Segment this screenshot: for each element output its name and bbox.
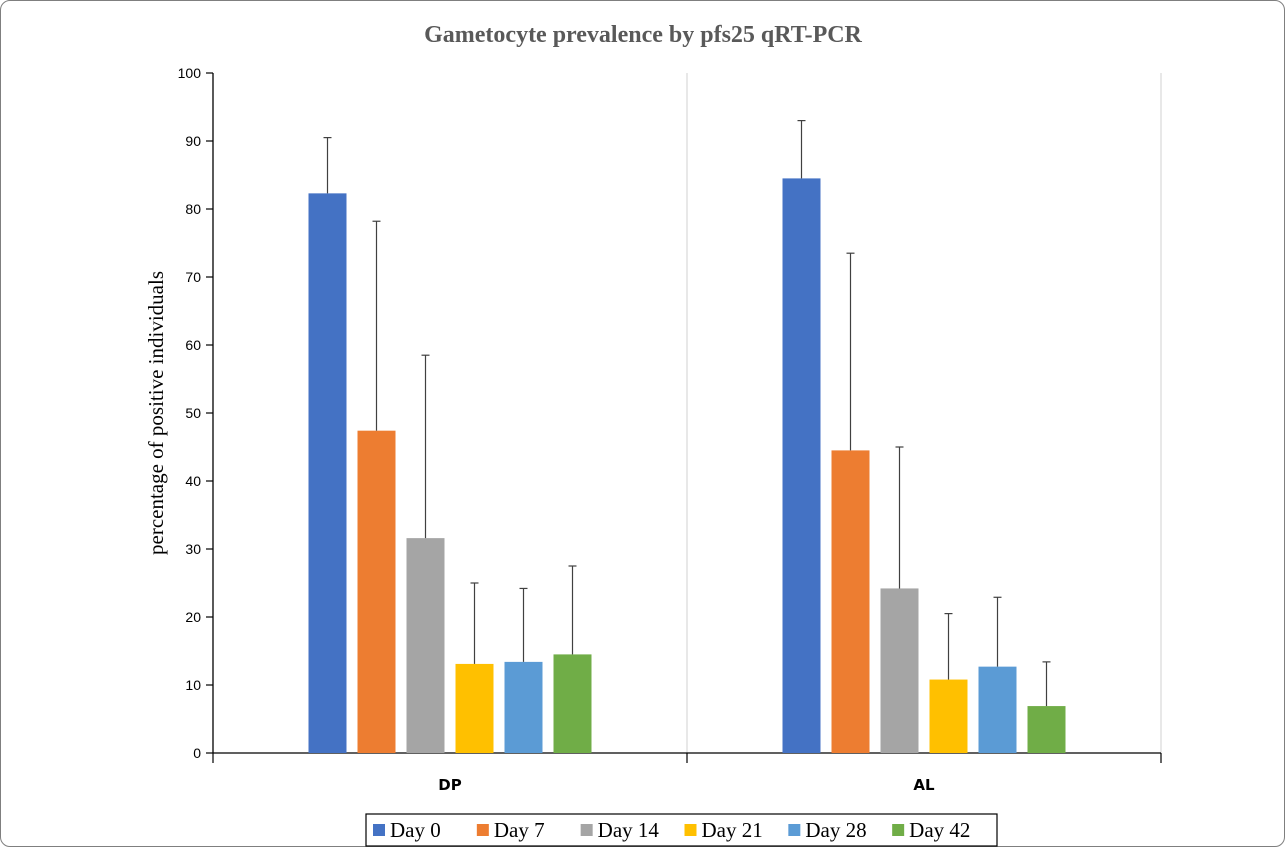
legend: Day 0 Day 7 Day 14 Day 21 Day 28 Day 42 [365, 813, 998, 847]
bar [880, 588, 919, 753]
y-tick-label: 40 [185, 473, 201, 489]
category-dividers [686, 73, 1162, 753]
legend-swatch [892, 824, 905, 836]
y-tick-label: 80 [185, 201, 201, 217]
bar [1027, 706, 1066, 753]
y-tick-label: 10 [185, 677, 201, 693]
bar [831, 450, 870, 753]
bar [406, 538, 445, 753]
y-tick-label: 50 [185, 405, 201, 421]
legend-swatch [476, 824, 489, 836]
legend-label: Day 42 [909, 818, 970, 842]
legend-box [365, 813, 998, 847]
y-tick-label: 30 [185, 541, 201, 557]
legend-label: Day 21 [702, 818, 763, 842]
bar [504, 661, 543, 753]
error-bars [323, 119, 1051, 707]
bars [308, 178, 1066, 754]
bar [357, 430, 396, 753]
tick-labels: 0 10 20 30 40 50 60 70 80 90 100 DP AL [178, 65, 935, 794]
legend-swatch [580, 824, 593, 836]
x-category-label: AL [913, 776, 935, 794]
chart-title: Gametocyte prevalence by pfs25 qRT-PCR [424, 22, 862, 48]
legend-swatch [788, 824, 801, 836]
bar [929, 679, 968, 753]
bar [308, 193, 347, 754]
bar [782, 178, 821, 753]
bar [553, 654, 592, 753]
bar [455, 663, 494, 753]
y-tick-label: 100 [178, 65, 202, 81]
legend-label: Day 14 [598, 818, 660, 842]
axes [206, 72, 1162, 763]
bar [978, 666, 1017, 753]
y-tick-label: 70 [185, 269, 201, 285]
legend-swatch [373, 824, 385, 836]
y-axis-label: percentage of positive individuals [144, 271, 168, 555]
y-tick-label: 60 [185, 337, 201, 353]
legend-label: Day 0 [390, 818, 441, 842]
legend-label: Day 28 [805, 818, 866, 842]
legend-swatch [684, 824, 697, 836]
legend-label: Day 7 [494, 818, 545, 842]
x-category-label: DP [438, 776, 461, 794]
y-tick-label: 0 [193, 745, 201, 761]
y-tick-label: 90 [185, 133, 201, 149]
y-tick-label: 20 [185, 609, 201, 625]
